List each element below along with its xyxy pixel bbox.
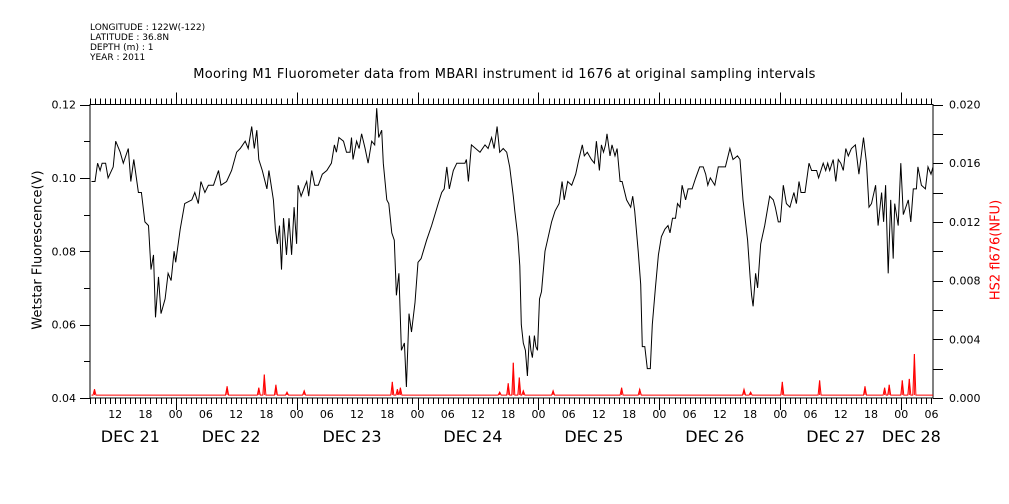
x-tick-label: 06	[199, 408, 213, 421]
x-day-label: DEC 22	[202, 427, 261, 446]
longitude-label: LONGITUDE : 122W(-122)	[90, 23, 206, 33]
x-tick-label: 06	[924, 408, 938, 421]
y-tick-label: 0.12	[52, 99, 77, 112]
x-tick-label: 06	[562, 408, 576, 421]
y2-tick-label: 0.020	[949, 99, 981, 112]
x-tick-label: 18	[501, 408, 515, 421]
y-tick-label: 0.10	[52, 172, 77, 185]
x-day-label: DEC 25	[564, 427, 623, 446]
x-tick-label: 12	[471, 408, 485, 421]
plot-frame	[89, 104, 934, 399]
depth-label: DEPTH (m) : 1	[90, 43, 154, 53]
x-day-label: DEC 24	[443, 427, 502, 446]
y2-tick-label: 0.004	[949, 333, 981, 346]
x-tick-label: 00	[411, 408, 425, 421]
x-tick-label: 00	[531, 408, 545, 421]
y2-tick-label: 0.012	[949, 216, 981, 229]
x-tick-label: 00	[894, 408, 908, 421]
x-tick-label: 00	[773, 408, 787, 421]
y2-tick-label: 0.000	[949, 392, 981, 405]
x-tick-label: 00	[169, 408, 183, 421]
x-tick-label: 12	[108, 408, 122, 421]
x-tick-label: 18	[380, 408, 394, 421]
x-tick-label: 18	[864, 408, 878, 421]
chart-title: Mooring M1 Fluorometer data from MBARI i…	[193, 67, 816, 82]
x-tick-label: 00	[652, 408, 666, 421]
x-tick-label: 18	[138, 408, 152, 421]
y-tick-label: 0.08	[52, 245, 77, 258]
x-tick-label: 12	[592, 408, 606, 421]
y2-tick-label: 0.016	[949, 157, 981, 170]
x-tick-label: 06	[804, 408, 818, 421]
y-tick-label: 0.06	[52, 319, 77, 332]
x-day-label: DEC 23	[322, 427, 381, 446]
x-day-label: DEC 27	[806, 427, 865, 446]
latitude-label: LATITUDE : 36.8N	[90, 33, 170, 43]
fluorescence-line	[91, 108, 934, 388]
y2-tick-label: 0.008	[949, 275, 981, 288]
x-tick-label: 06	[320, 408, 334, 421]
x-day-label: DEC 21	[101, 427, 160, 446]
year-label: YEAR : 2011	[90, 53, 146, 63]
x-tick-label: 12	[350, 408, 364, 421]
x-tick-label: 12	[834, 408, 848, 421]
hs2-line	[91, 353, 933, 396]
x-tick-label: 18	[743, 408, 757, 421]
x-tick-label: 06	[683, 408, 697, 421]
x-tick-label: 12	[713, 408, 727, 421]
x-tick-label: 06	[441, 408, 455, 421]
x-tick-label: 18	[622, 408, 636, 421]
x-tick-label: 12	[229, 408, 243, 421]
x-day-label: DEC 26	[685, 427, 744, 446]
x-tick-label: 00	[290, 408, 304, 421]
x-day-label: DEC 28	[882, 427, 941, 446]
y-tick-label: 0.04	[52, 392, 77, 405]
x-tick-label: 18	[259, 408, 273, 421]
